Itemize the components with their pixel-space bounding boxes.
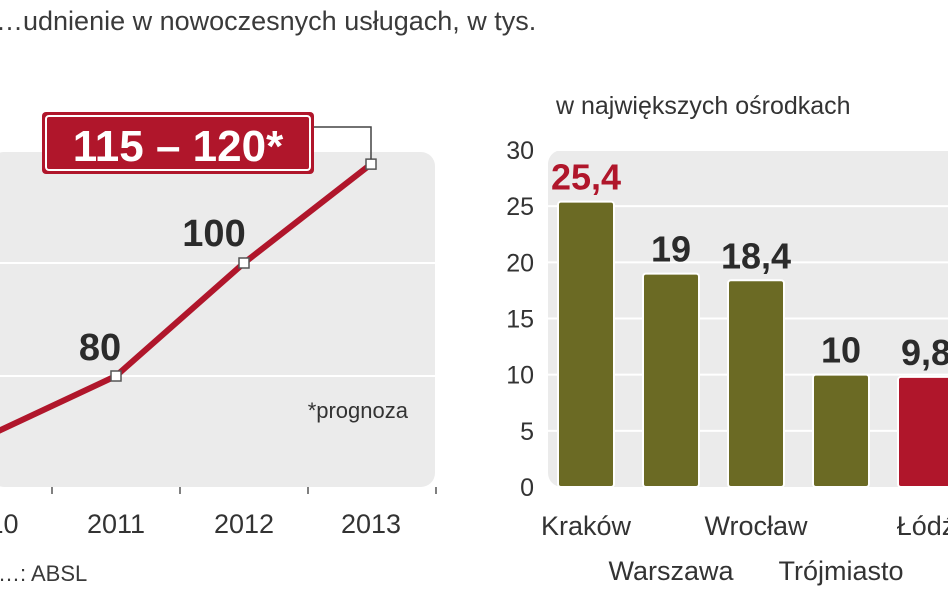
bar-data-label: 10 [821,330,861,371]
bar-y-tick-label: 0 [520,474,534,502]
line-point [365,158,377,170]
bar-y-tick-label: 10 [506,362,534,390]
line-series-path [0,161,373,434]
line-data-label: 100 [182,213,245,255]
bar-data-label: 25,4 [551,157,621,198]
bar [727,279,785,488]
bar [642,272,700,489]
line-x-tick-label: 2013 [341,509,401,539]
bar-y-tick-label: 15 [506,306,534,334]
bar-y-tick-label: 25 [506,193,534,221]
chart-title: …udnienie w nowoczesnych usługach, w tys… [0,6,537,36]
bar-chart-title: w największych ośrodkach [555,92,851,120]
bar-chart-x-axis: Kraków Warszawa Wrocław Trójmiasto Łódź [541,511,948,586]
bar-y-tick-label: 20 [506,249,534,277]
line-chart-background [0,152,435,487]
line-x-tick-label: …10 [0,509,19,539]
bar-y-tick-label: 30 [506,137,534,165]
bar-y-tick-label: 5 [520,418,534,446]
bar-category-label: Trójmiasto [778,556,903,586]
bar-category-label: Warszawa [608,556,734,586]
bar-chart-y-axis: 0 5 10 15 20 25 30 [506,137,534,502]
forecast-note: *prognoza [308,398,409,423]
forecast-leader-line [314,126,372,160]
line-chart-panel: …10 2011 2012 2013 80 100 115 – 120* *prognoz… [0,112,437,539]
bar-category-label: Wrocław [704,511,808,541]
forecast-label: 115 – 120* [73,122,284,171]
bar-data-label: 19 [651,229,691,270]
forecast-label-box [42,112,314,174]
line-x-tick-label: 2011 [87,509,145,539]
source-note: …: ABSL [0,561,88,586]
bar-chart-panel: w największych ośrodkach 0 5 10 15 20 25 30 25… [506,92,948,586]
bar-category-label: Kraków [541,511,632,541]
bar [812,373,870,488]
line-chart-x-axis: …10 2011 2012 2013 [0,487,437,539]
line-point [238,257,250,269]
bar [557,200,615,488]
bar-category-label: Łódź [897,511,948,541]
bar [897,375,948,488]
line-data-label: 80 [79,327,121,369]
forecast-label-border [45,115,311,171]
line-point [110,370,122,382]
line-x-tick-label: 2012 [214,509,274,539]
line-chart-series: 80 100 115 – 120* [0,112,377,434]
bar-data-label: 9,8 [901,332,948,373]
bar-chart-bars: 25,4 19 18,4 10 9,8 [551,157,948,489]
bar-data-label: 18,4 [721,235,791,276]
